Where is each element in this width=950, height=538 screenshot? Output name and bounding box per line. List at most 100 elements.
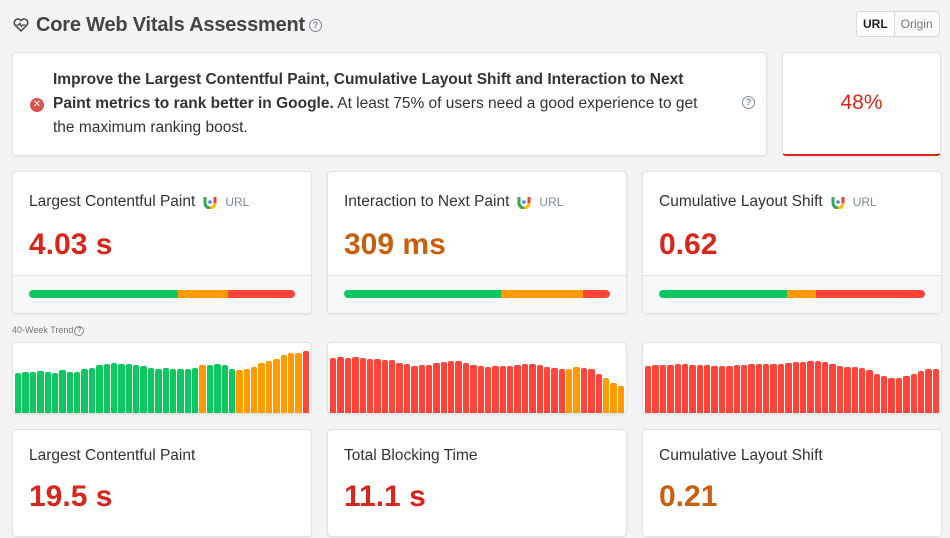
- trend-bar[interactable]: [726, 366, 733, 413]
- trend-bar[interactable]: [888, 378, 895, 413]
- trend-bar[interactable]: [873, 374, 880, 413]
- trend-bar[interactable]: [521, 364, 529, 413]
- trend-bar[interactable]: [514, 365, 521, 413]
- trend-bar[interactable]: [418, 365, 425, 413]
- trend-bar[interactable]: [118, 364, 125, 413]
- lcp-trend-chart[interactable]: [12, 342, 312, 414]
- trend-bar[interactable]: [829, 364, 836, 413]
- trend-bar[interactable]: [184, 369, 191, 413]
- trend-bar[interactable]: [88, 368, 96, 413]
- trend-bar[interactable]: [462, 363, 470, 413]
- trend-bar[interactable]: [273, 359, 280, 413]
- trend-bar[interactable]: [674, 364, 681, 413]
- trend-bar[interactable]: [718, 366, 726, 413]
- trend-bar[interactable]: [711, 366, 718, 413]
- trend-bar[interactable]: [595, 374, 602, 413]
- trend-bar[interactable]: [411, 366, 418, 413]
- trend-bar[interactable]: [617, 386, 624, 413]
- trend-bar[interactable]: [499, 366, 506, 413]
- trend-bar[interactable]: [162, 368, 169, 413]
- trend-bar[interactable]: [529, 364, 536, 413]
- trend-bar[interactable]: [704, 365, 711, 413]
- question-circle-icon[interactable]: ?: [74, 325, 85, 336]
- trend-bar[interactable]: [110, 363, 118, 413]
- trend-bar[interactable]: [755, 364, 762, 413]
- trend-bar[interactable]: [330, 358, 337, 413]
- trend-bar[interactable]: [389, 360, 396, 413]
- question-circle-icon[interactable]: ?: [309, 18, 322, 32]
- trend-bar[interactable]: [125, 364, 132, 413]
- trend-bar[interactable]: [133, 365, 140, 413]
- trend-bar[interactable]: [558, 369, 565, 413]
- trend-bar[interactable]: [228, 369, 236, 413]
- trend-bar[interactable]: [74, 372, 81, 413]
- trend-bar[interactable]: [295, 353, 302, 413]
- trend-bar[interactable]: [881, 376, 888, 413]
- trend-bar[interactable]: [258, 363, 265, 413]
- trend-bar[interactable]: [59, 370, 66, 413]
- trend-bar[interactable]: [359, 358, 366, 413]
- trend-bar[interactable]: [763, 364, 770, 413]
- trend-bar[interactable]: [910, 374, 917, 413]
- trend-bar[interactable]: [740, 365, 748, 413]
- trend-bar[interactable]: [895, 378, 903, 413]
- trend-bar[interactable]: [425, 365, 433, 413]
- trend-bar[interactable]: [858, 368, 866, 413]
- trend-bar[interactable]: [155, 369, 162, 413]
- url-origin-toggle[interactable]: URL Origin: [856, 11, 940, 37]
- trend-bar[interactable]: [403, 364, 411, 413]
- trend-bar[interactable]: [381, 360, 388, 413]
- trend-bar[interactable]: [448, 361, 455, 413]
- trend-bar[interactable]: [566, 369, 573, 413]
- trend-bar[interactable]: [455, 361, 462, 413]
- trend-bar[interactable]: [652, 365, 659, 413]
- trend-bar[interactable]: [807, 361, 814, 413]
- trend-bar[interactable]: [221, 365, 228, 413]
- trend-bar[interactable]: [792, 362, 799, 413]
- trend-bar[interactable]: [492, 366, 499, 413]
- trend-bar[interactable]: [206, 365, 214, 413]
- trend-bar[interactable]: [536, 365, 543, 413]
- trend-bar[interactable]: [251, 367, 258, 413]
- trend-bar[interactable]: [81, 369, 88, 413]
- question-circle-icon[interactable]: ?: [742, 96, 755, 109]
- trend-bar[interactable]: [645, 366, 652, 413]
- trend-bar[interactable]: [659, 365, 667, 413]
- trend-bar[interactable]: [925, 369, 932, 413]
- trend-bar[interactable]: [51, 373, 59, 413]
- trend-bar[interactable]: [374, 359, 381, 413]
- trend-bar[interactable]: [689, 365, 696, 413]
- trend-bar[interactable]: [667, 365, 674, 413]
- trend-bar[interactable]: [814, 361, 821, 413]
- trend-bar[interactable]: [352, 357, 359, 413]
- inp-trend-chart[interactable]: [327, 342, 627, 414]
- trend-bar[interactable]: [903, 376, 910, 413]
- trend-bar[interactable]: [866, 370, 873, 413]
- trend-bar[interactable]: [15, 373, 22, 413]
- trend-bar[interactable]: [66, 372, 73, 413]
- trend-bar[interactable]: [243, 369, 250, 413]
- trend-bar[interactable]: [366, 359, 374, 413]
- trend-bar[interactable]: [580, 368, 588, 413]
- trend-bar[interactable]: [799, 362, 807, 413]
- trend-bar[interactable]: [932, 369, 939, 413]
- trend-bar[interactable]: [337, 357, 344, 413]
- trend-bar[interactable]: [770, 364, 777, 413]
- trend-bar[interactable]: [610, 383, 617, 413]
- trend-bar[interactable]: [37, 371, 44, 413]
- trend-bar[interactable]: [484, 367, 492, 413]
- trend-bar[interactable]: [470, 365, 477, 413]
- trend-bar[interactable]: [573, 367, 580, 413]
- trend-bar[interactable]: [103, 364, 110, 413]
- trend-bar[interactable]: [917, 371, 925, 413]
- cls-trend-chart[interactable]: [642, 342, 942, 414]
- trend-bar[interactable]: [147, 368, 155, 413]
- trend-bar[interactable]: [280, 355, 287, 413]
- trend-bar[interactable]: [140, 366, 147, 413]
- trend-bar[interactable]: [733, 365, 740, 413]
- trend-bar[interactable]: [433, 363, 440, 413]
- trend-bar[interactable]: [214, 364, 221, 413]
- trend-bar[interactable]: [588, 369, 595, 413]
- trend-bar[interactable]: [785, 363, 792, 413]
- trend-bar[interactable]: [169, 369, 177, 413]
